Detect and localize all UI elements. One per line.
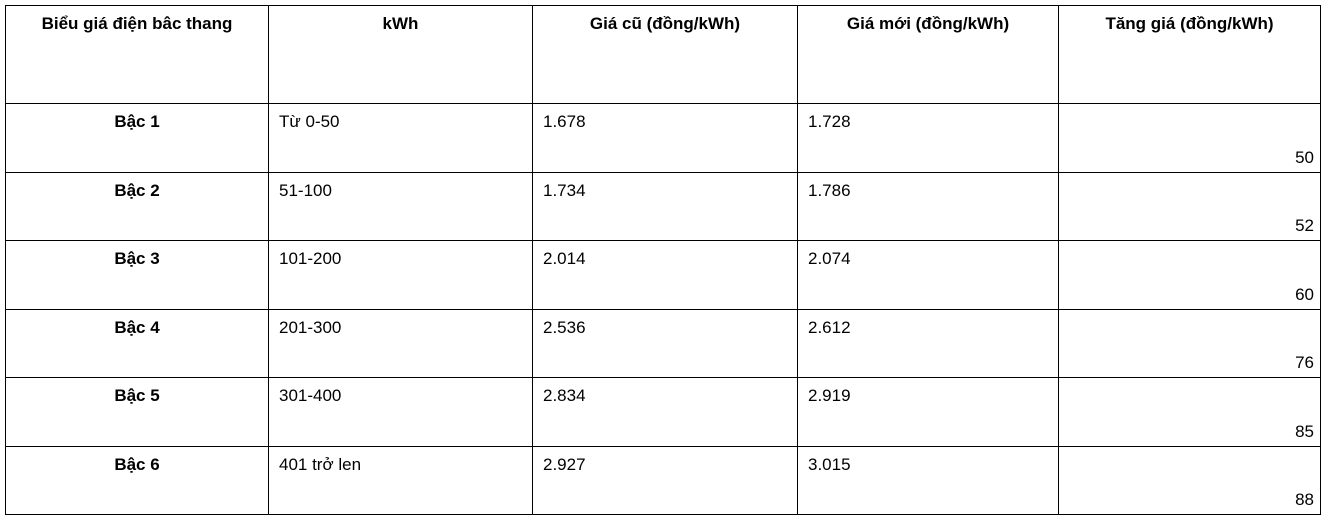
table-row: Bậc 4 201-300 2.536 2.612 76 (5, 308, 1321, 378)
header-row: Biểu giá điện bâc thang kWh Giá cũ (đồng/k… (5, 5, 1321, 104)
table-cell: 2.014 (532, 240, 798, 310)
header-cell: Giá mới (đồng/kWh) (797, 5, 1059, 104)
table-cell: Bậc 4 (5, 308, 269, 378)
header-cell: Giá cũ (đồng/kWh) (532, 5, 798, 104)
table-cell: 301-400 (268, 377, 533, 447)
table-cell: 201-300 (268, 308, 533, 378)
table-cell: 50 (1058, 103, 1321, 173)
table-cell: 76 (1058, 308, 1321, 378)
table-cell: Bậc 6 (5, 445, 269, 515)
price-table: Biểu giá điện bâc thang kWh Giá cũ (đồng/k… (5, 5, 1321, 515)
table-cell: 60 (1058, 240, 1321, 310)
table-cell: Từ 0-50 (268, 103, 533, 173)
table-row: Bậc 3 101-200 2.014 2.074 60 (5, 240, 1321, 310)
table-cell: 1.678 (532, 103, 798, 173)
table-cell: 101-200 (268, 240, 533, 310)
table-cell: 2.536 (532, 308, 798, 378)
header-cell: Tăng giá (đồng/kWh) (1058, 5, 1321, 104)
table-cell: 85 (1058, 377, 1321, 447)
table-row: Bậc 1 Từ 0-50 1.678 1.728 50 (5, 103, 1321, 173)
table-cell: 1.786 (797, 171, 1059, 241)
table-cell: 88 (1058, 445, 1321, 515)
table-body: Bậc 1 Từ 0-50 1.678 1.728 50 Bậc 2 51-100 1.734… (5, 103, 1321, 515)
table-row: Bậc 5 301-400 2.834 2.919 85 (5, 377, 1321, 447)
table-cell: Bậc 3 (5, 240, 269, 310)
table-cell: 2.927 (532, 445, 798, 515)
table-cell: 2.919 (797, 377, 1059, 447)
table-cell: 1.728 (797, 103, 1059, 173)
table-cell: 2.612 (797, 308, 1059, 378)
table-cell: 1.734 (532, 171, 798, 241)
table-cell: 51-100 (268, 171, 533, 241)
table-cell: Bậc 5 (5, 377, 269, 447)
table-row: Bậc 6 401 trở len 2.927 3.015 88 (5, 445, 1321, 515)
table-row: Bậc 2 51-100 1.734 1.786 52 (5, 171, 1321, 241)
header-cell: Biểu giá điện bâc thang (5, 5, 269, 104)
table-cell: 52 (1058, 171, 1321, 241)
table-cell: 2.834 (532, 377, 798, 447)
table-cell: Bậc 1 (5, 103, 269, 173)
table-cell: 401 trở len (268, 445, 533, 515)
table-cell: 2.074 (797, 240, 1059, 310)
table-cell: Bậc 2 (5, 171, 269, 241)
header-cell: kWh (268, 5, 533, 104)
table-cell: 3.015 (797, 445, 1059, 515)
